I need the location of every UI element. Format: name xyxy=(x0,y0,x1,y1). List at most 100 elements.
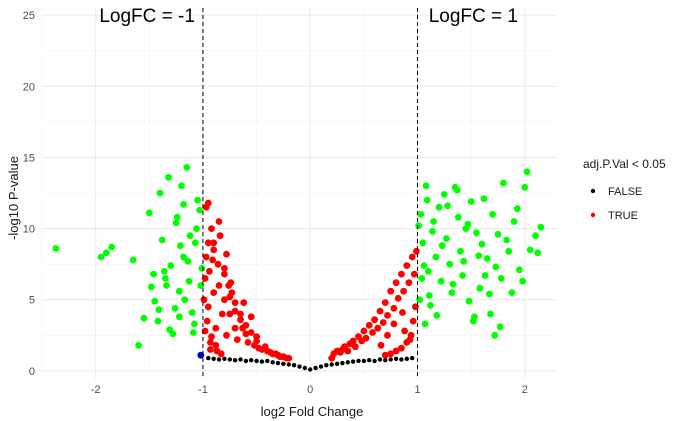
data-point xyxy=(526,246,534,254)
data-point xyxy=(193,225,200,233)
data-point xyxy=(231,324,239,332)
data-point xyxy=(489,210,496,218)
data-point xyxy=(217,350,225,358)
data-point xyxy=(532,232,539,240)
data-point xyxy=(491,331,499,339)
data-point xyxy=(145,209,153,217)
data-point xyxy=(206,267,213,275)
data-point xyxy=(369,329,376,336)
data-point xyxy=(162,275,169,282)
data-point xyxy=(510,218,518,225)
data-point xyxy=(244,339,252,346)
data-point xyxy=(135,341,143,349)
data-point xyxy=(238,357,243,362)
data-point xyxy=(178,182,185,190)
data-point xyxy=(97,253,105,261)
data-point xyxy=(108,243,116,251)
data-point xyxy=(156,189,164,197)
data-point xyxy=(427,302,434,309)
data-point xyxy=(223,331,230,339)
data-point xyxy=(160,267,168,275)
data-point xyxy=(471,313,478,321)
data-point xyxy=(356,358,361,364)
data-point xyxy=(394,294,402,302)
data-point xyxy=(377,357,383,362)
data-point xyxy=(212,324,220,332)
data-point xyxy=(350,359,356,364)
data-point xyxy=(202,203,210,211)
data-point xyxy=(390,320,398,328)
data-point xyxy=(500,179,507,187)
data-point xyxy=(222,356,227,361)
data-point xyxy=(408,253,416,261)
data-point xyxy=(249,358,254,363)
data-point xyxy=(221,270,228,278)
data-point xyxy=(227,357,232,362)
data-point xyxy=(172,219,180,227)
data-point xyxy=(345,360,350,365)
data-point xyxy=(242,330,250,338)
data-point xyxy=(208,225,215,233)
data-point xyxy=(204,239,212,247)
data-point xyxy=(398,344,405,352)
data-point xyxy=(476,284,484,292)
data-point xyxy=(433,312,441,319)
data-point xyxy=(200,296,208,304)
legend-label-false: FALSE xyxy=(608,186,642,198)
data-point xyxy=(537,223,545,231)
data-point xyxy=(481,272,489,279)
data-point xyxy=(374,324,382,332)
data-point xyxy=(216,232,224,240)
data-point xyxy=(419,239,427,247)
data-point xyxy=(167,262,175,269)
data-point xyxy=(150,270,158,278)
data-point xyxy=(227,279,235,287)
data-point xyxy=(480,195,488,203)
data-point xyxy=(221,265,228,272)
data-point xyxy=(210,239,218,247)
data-point xyxy=(494,230,502,238)
grid-lines xyxy=(41,8,557,378)
data-point xyxy=(180,253,188,261)
data-point xyxy=(286,362,291,367)
y-tick-label: 10 xyxy=(23,224,35,236)
data-point xyxy=(410,270,418,278)
data-point xyxy=(216,357,222,362)
data-point xyxy=(237,316,244,324)
y-axis-title: -log10 P-value xyxy=(6,156,21,240)
data-point xyxy=(360,327,368,335)
data-point xyxy=(171,304,179,312)
data-point xyxy=(324,363,329,368)
data-point xyxy=(430,218,437,225)
data-point xyxy=(415,222,422,230)
data-point xyxy=(52,245,60,252)
data-point xyxy=(405,279,413,287)
data-point xyxy=(483,255,491,262)
data-point xyxy=(387,350,395,358)
data-point xyxy=(388,357,393,362)
legend-swatch-true xyxy=(590,212,596,218)
data-point xyxy=(202,253,210,261)
data-point xyxy=(340,360,345,366)
data-point xyxy=(404,356,409,361)
x-tick-label: 2 xyxy=(522,384,528,396)
data-point xyxy=(399,309,406,316)
data-point xyxy=(254,358,259,364)
data-point xyxy=(302,365,308,371)
data-point xyxy=(387,287,395,295)
data-point xyxy=(449,280,457,288)
data-point xyxy=(399,357,404,362)
data-point xyxy=(406,336,414,343)
data-point xyxy=(473,229,480,237)
data-point xyxy=(240,299,248,306)
data-point xyxy=(232,358,238,363)
data-point xyxy=(183,164,191,171)
data-point xyxy=(508,289,516,296)
data-point xyxy=(215,218,223,225)
data-point xyxy=(420,262,428,269)
data-point xyxy=(519,277,527,285)
data-point xyxy=(448,289,456,296)
data-point xyxy=(437,277,445,285)
data-point xyxy=(211,356,216,361)
data-point xyxy=(318,364,324,369)
